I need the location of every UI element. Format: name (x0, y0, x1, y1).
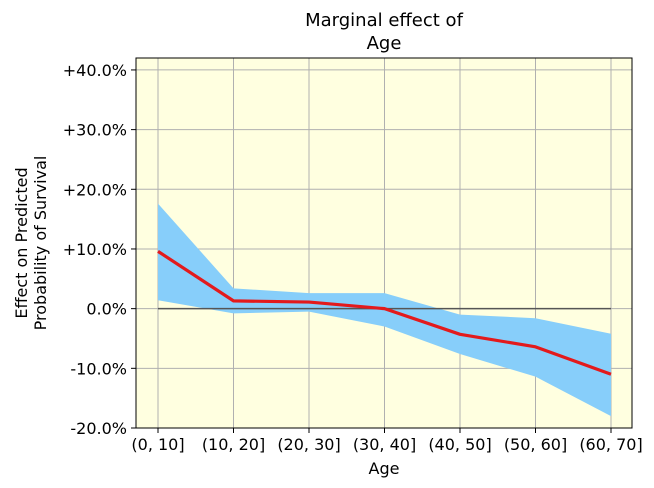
y-tick-label: +40.0% (63, 61, 127, 80)
x-tick-label: (30, 40] (353, 435, 416, 454)
y-tick-label: 0.0% (86, 300, 127, 319)
y-tick-label: -10.0% (70, 359, 127, 378)
y-tick-label: +10.0% (63, 240, 127, 259)
y-tick-label: +20.0% (63, 180, 127, 199)
y-axis-label-line-2: Probability of Survival (31, 156, 50, 331)
x-tick-label: (50, 60] (504, 435, 567, 454)
x-tick-label: (0, 10] (131, 435, 184, 454)
x-axis: (0, 10] (10, 20] (20, 30] (30, 40] (40, 50] (… (131, 428, 643, 454)
x-tick-label: (40, 50] (428, 435, 491, 454)
y-axis: -20.0% -10.0% 0.0% +10.0% +20.0% +30.0% +40.0% (63, 61, 136, 438)
y-tick-label: -20.0% (70, 419, 127, 438)
watermark: 知乎 @苏格拉底的底 (496, 453, 636, 471)
chart-title-line-2: Age (367, 33, 402, 54)
marginal-effect-line (157, 250, 612, 376)
x-tick-label: (60, 70] (579, 435, 642, 454)
y-tick-label: +30.0% (63, 121, 127, 140)
chart-title-line-1: Marginal effect of (305, 10, 463, 31)
x-axis-label: Age (369, 459, 400, 478)
x-tick-label: (10, 20] (202, 435, 265, 454)
y-axis-label-line-1: Effect on Predicted (12, 167, 31, 318)
x-tick-label: (20, 30] (277, 435, 340, 454)
